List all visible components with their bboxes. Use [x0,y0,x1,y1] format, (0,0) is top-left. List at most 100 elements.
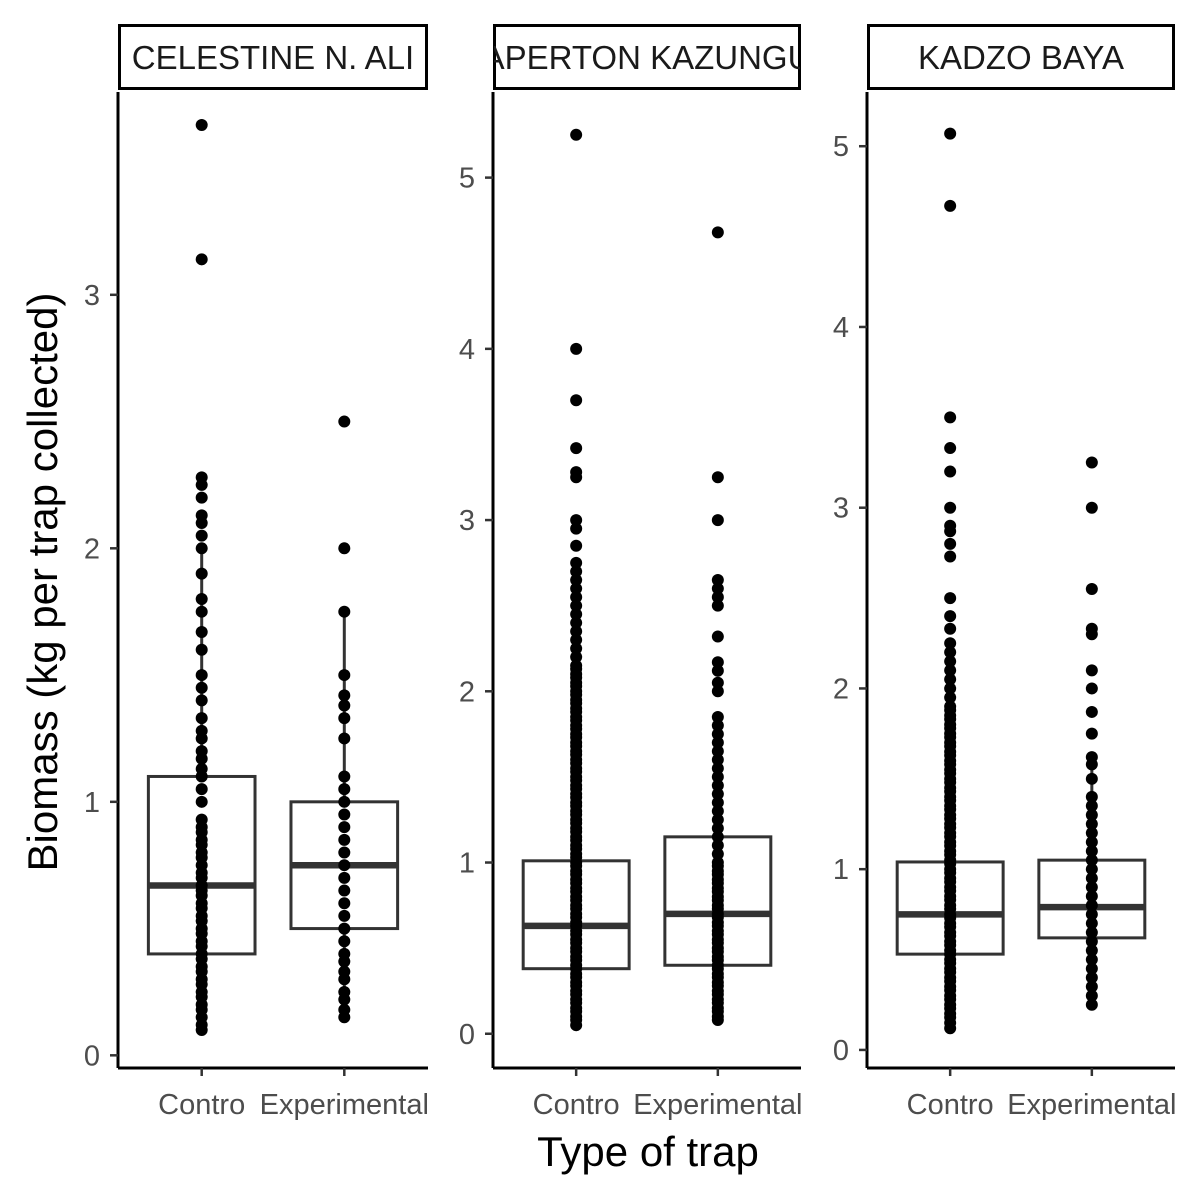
data-point [711,728,724,741]
data-point [1085,827,1098,840]
data-point [711,630,724,643]
facet-panel: CELESTINE N. ALI 0 1 2 3 Contro Experimental [84,24,429,1121]
data-point [944,691,957,704]
boxplot-group [289,415,400,1024]
data-point [195,712,208,725]
data-point [570,651,583,664]
data-point [338,897,351,910]
y-tick-label: 2 [459,676,475,708]
data-point [338,712,351,725]
data-point [570,342,583,355]
data-point [338,884,351,897]
data-point [944,537,957,550]
data-point [711,762,724,775]
data-point [1085,583,1098,596]
data-point [570,442,583,455]
boxplot-group [521,128,631,1032]
data-point [338,669,351,682]
facet-strip-label: CELESTINE N. ALI [132,39,414,76]
x-tick-label: Contro [158,1089,245,1121]
data-point [711,813,724,826]
y-tick-label: 5 [833,131,849,163]
data-point [944,519,957,532]
data-point [944,411,957,424]
data-point [1085,622,1098,635]
data-point [338,783,351,796]
data-point [711,599,724,612]
data-point [711,753,724,766]
data-point [1085,818,1098,830]
data-point [570,625,583,638]
y-tick-label: 4 [459,334,475,366]
data-point [195,681,208,694]
data-point [195,669,208,682]
data-point [1085,854,1098,867]
data-point [338,1003,351,1016]
data-point [1085,836,1098,849]
data-point [1085,799,1098,812]
data-point [1085,890,1098,903]
data-point [1085,872,1098,885]
data-point [570,466,583,479]
data-point [944,465,957,478]
data-point [195,542,208,555]
data-point [570,599,583,612]
data-point [944,550,957,563]
data-point [570,556,583,569]
data-point [338,833,351,846]
data-point [195,783,208,796]
boxplot-group [1037,456,1147,1011]
data-point [338,415,351,428]
x-tick-label: Experimental [633,1089,802,1121]
data-point [338,985,351,998]
data-point [338,689,351,702]
data-point [1085,989,1098,1002]
data-point [711,736,724,749]
data-point [195,605,208,618]
data-point [1085,926,1098,939]
data-point [1085,908,1098,921]
data-point [338,922,351,935]
data-point [570,616,583,629]
y-tick-label: 1 [84,787,100,819]
facet-panel: KADZO BAYA 0 1 2 3 4 5 Contro Experimental [833,24,1176,1121]
data-point [711,745,724,758]
y-tick-label: 1 [459,848,475,880]
data-point [1085,881,1098,894]
data-point [1085,971,1098,984]
data-point [338,795,351,808]
data-point [1085,899,1098,912]
data-point [195,509,208,522]
data-point [570,514,583,527]
facet-strip-label: APERTON KAZUNGU [483,39,812,76]
data-point [570,633,583,646]
y-tick-label: 5 [459,163,475,195]
y-tick-label: 0 [459,1019,475,1051]
data-point [711,788,724,801]
boxplot-group [895,127,1005,1035]
data-point [944,664,957,677]
data-point [195,593,208,606]
data-point [195,491,208,504]
data-point [195,253,208,266]
data-point [711,656,724,669]
data-point [1085,790,1098,803]
facet-strip-box [118,24,428,90]
y-tick-label: 3 [833,493,849,525]
y-tick-label: 0 [84,1040,100,1072]
data-point [711,582,724,595]
data-point [570,582,583,595]
data-point [1085,751,1098,764]
data-point [338,808,351,821]
data-point [711,514,724,527]
data-point [338,947,351,960]
data-point [195,694,208,707]
data-point [1085,953,1098,966]
data-point [711,839,724,852]
data-point [711,685,724,698]
data-point [195,529,208,542]
x-tick-label: Contro [533,1089,620,1121]
data-point [1085,980,1098,993]
data-point [570,574,583,586]
